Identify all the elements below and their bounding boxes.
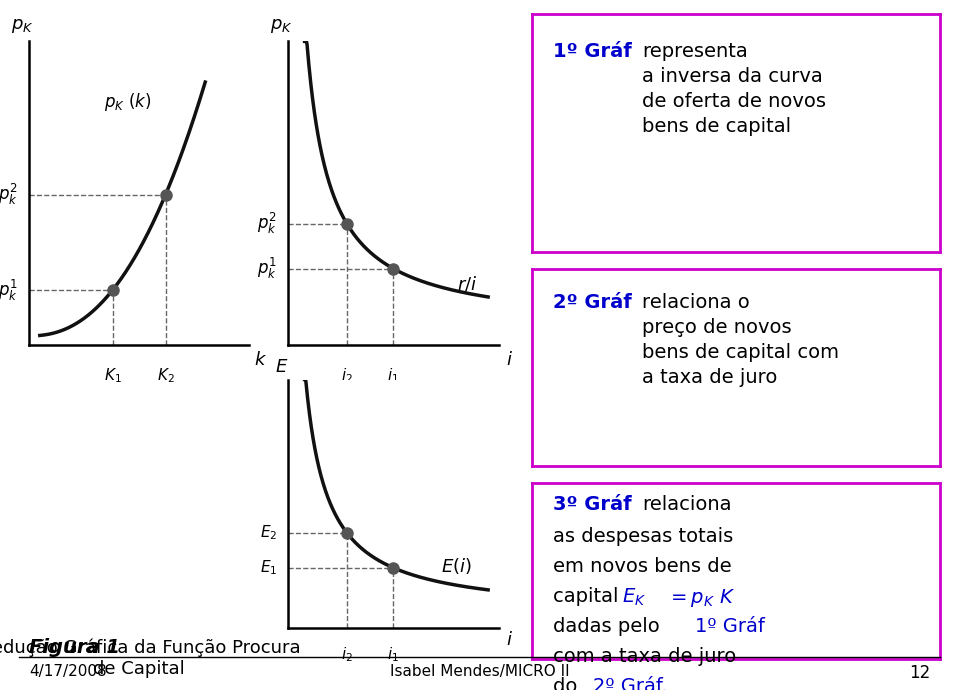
Text: relaciona o
preço de novos
bens de capital com
a taxa de juro: relaciona o preço de novos bens de capit…	[643, 293, 839, 386]
Text: $p_K\ (k)$: $p_K\ (k)$	[105, 91, 152, 113]
Text: 2º Gráf.: 2º Gráf.	[594, 676, 668, 690]
Text: $r/i$: $r/i$	[456, 275, 478, 294]
Text: 3º Gráf: 3º Gráf	[552, 495, 631, 514]
Text: Isabel Mendes/MICRO II: Isabel Mendes/MICRO II	[389, 664, 570, 679]
Text: $p_K$: $p_K$	[11, 17, 34, 35]
Text: $E(i)$: $E(i)$	[441, 556, 472, 575]
Text: representa
a inversa da curva
de oferta de novos
bens de capital: representa a inversa da curva de oferta …	[643, 42, 827, 137]
Text: do: do	[552, 676, 583, 690]
Text: $p_k^2$: $p_k^2$	[257, 211, 277, 236]
Text: $i_2$: $i_2$	[340, 645, 353, 664]
Text: $i_1$: $i_1$	[387, 645, 399, 664]
Text: 4/17/2008: 4/17/2008	[29, 664, 106, 679]
Text: $p_k^1$: $p_k^1$	[0, 277, 17, 303]
Text: com a taxa de juro: com a taxa de juro	[552, 647, 736, 666]
Text: $i_1$: $i_1$	[387, 366, 399, 385]
Text: Dedução Gráfica da Função Procura
de Capital: Dedução Gráfica da Função Procura de Cap…	[0, 638, 300, 678]
Text: $E_1$: $E_1$	[260, 558, 277, 577]
Text: $E_2$: $E_2$	[260, 523, 277, 542]
Text: $E_K$: $E_K$	[621, 586, 646, 608]
Text: $p_k^1$: $p_k^1$	[257, 256, 277, 281]
Text: $k$: $k$	[254, 351, 267, 369]
Text: $K_2$: $K_2$	[156, 366, 175, 385]
Text: $K_1$: $K_1$	[104, 366, 122, 385]
Text: 12: 12	[909, 664, 930, 682]
Text: $i$: $i$	[505, 351, 513, 369]
Text: $p_K$: $p_K$	[270, 17, 292, 35]
Text: capital: capital	[552, 586, 624, 606]
Text: as despesas totais: as despesas totais	[552, 527, 733, 546]
Text: 1º Gráf: 1º Gráf	[695, 617, 765, 635]
Text: 1º Gráf: 1º Gráf	[552, 42, 631, 61]
Text: dadas pelo: dadas pelo	[552, 617, 666, 635]
Text: $p_k^2$: $p_k^2$	[0, 182, 17, 207]
Text: em novos bens de: em novos bens de	[552, 557, 732, 576]
Text: $= p_K\ K$: $= p_K\ K$	[667, 586, 735, 609]
Text: $i_2$: $i_2$	[340, 366, 353, 385]
Text: $i$: $i$	[505, 631, 513, 649]
Text: Figura 1: Figura 1	[29, 638, 120, 658]
Text: 2º Gráf: 2º Gráf	[552, 293, 631, 312]
Text: $E$: $E$	[274, 358, 288, 376]
Text: relaciona: relaciona	[643, 495, 732, 514]
